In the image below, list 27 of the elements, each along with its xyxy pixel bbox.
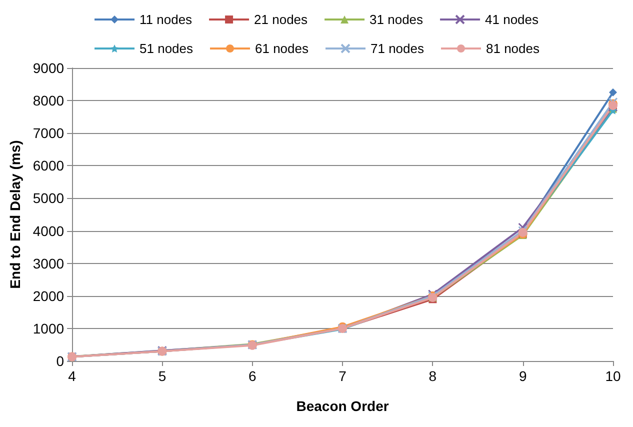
x-axis-title: Beacon Order: [296, 398, 390, 414]
y-tick-label: 4000: [32, 222, 64, 239]
x-tick-label: 7: [338, 368, 347, 384]
legend-label: 11 nodes: [140, 12, 193, 27]
y-tick-label: 0: [56, 353, 64, 369]
y-tick-label: 8000: [32, 92, 64, 109]
legend-label: 21 nodes: [254, 12, 308, 27]
x-tick-label: 5: [158, 368, 166, 384]
x-tick-label: 9: [518, 368, 527, 384]
y-tick-label: 3000: [32, 255, 64, 272]
legend-label: 71 nodes: [370, 41, 424, 56]
legend-label: 61 nodes: [255, 41, 309, 56]
y-tick-label: 9000: [32, 60, 64, 76]
y-tick-label: 7000: [32, 125, 64, 142]
legend-label: 41 nodes: [485, 12, 540, 27]
x-tick-label: 6: [248, 368, 256, 384]
y-tick-label: 1000: [32, 320, 64, 336]
y-tick-label: 6000: [32, 158, 64, 174]
y-axis-title: End to End Delay (ms): [7, 140, 23, 289]
legend-label: 81 nodes: [486, 41, 540, 56]
x-tick-label: 4: [68, 368, 76, 384]
x-tick-label: 10: [605, 368, 621, 384]
x-tick-label: 8: [428, 368, 437, 384]
y-tick-label: 2000: [32, 288, 64, 304]
y-tick-label: 5000: [32, 190, 64, 206]
legend-label: 51 nodes: [140, 41, 194, 56]
legend-label: 31 nodes: [370, 12, 424, 27]
